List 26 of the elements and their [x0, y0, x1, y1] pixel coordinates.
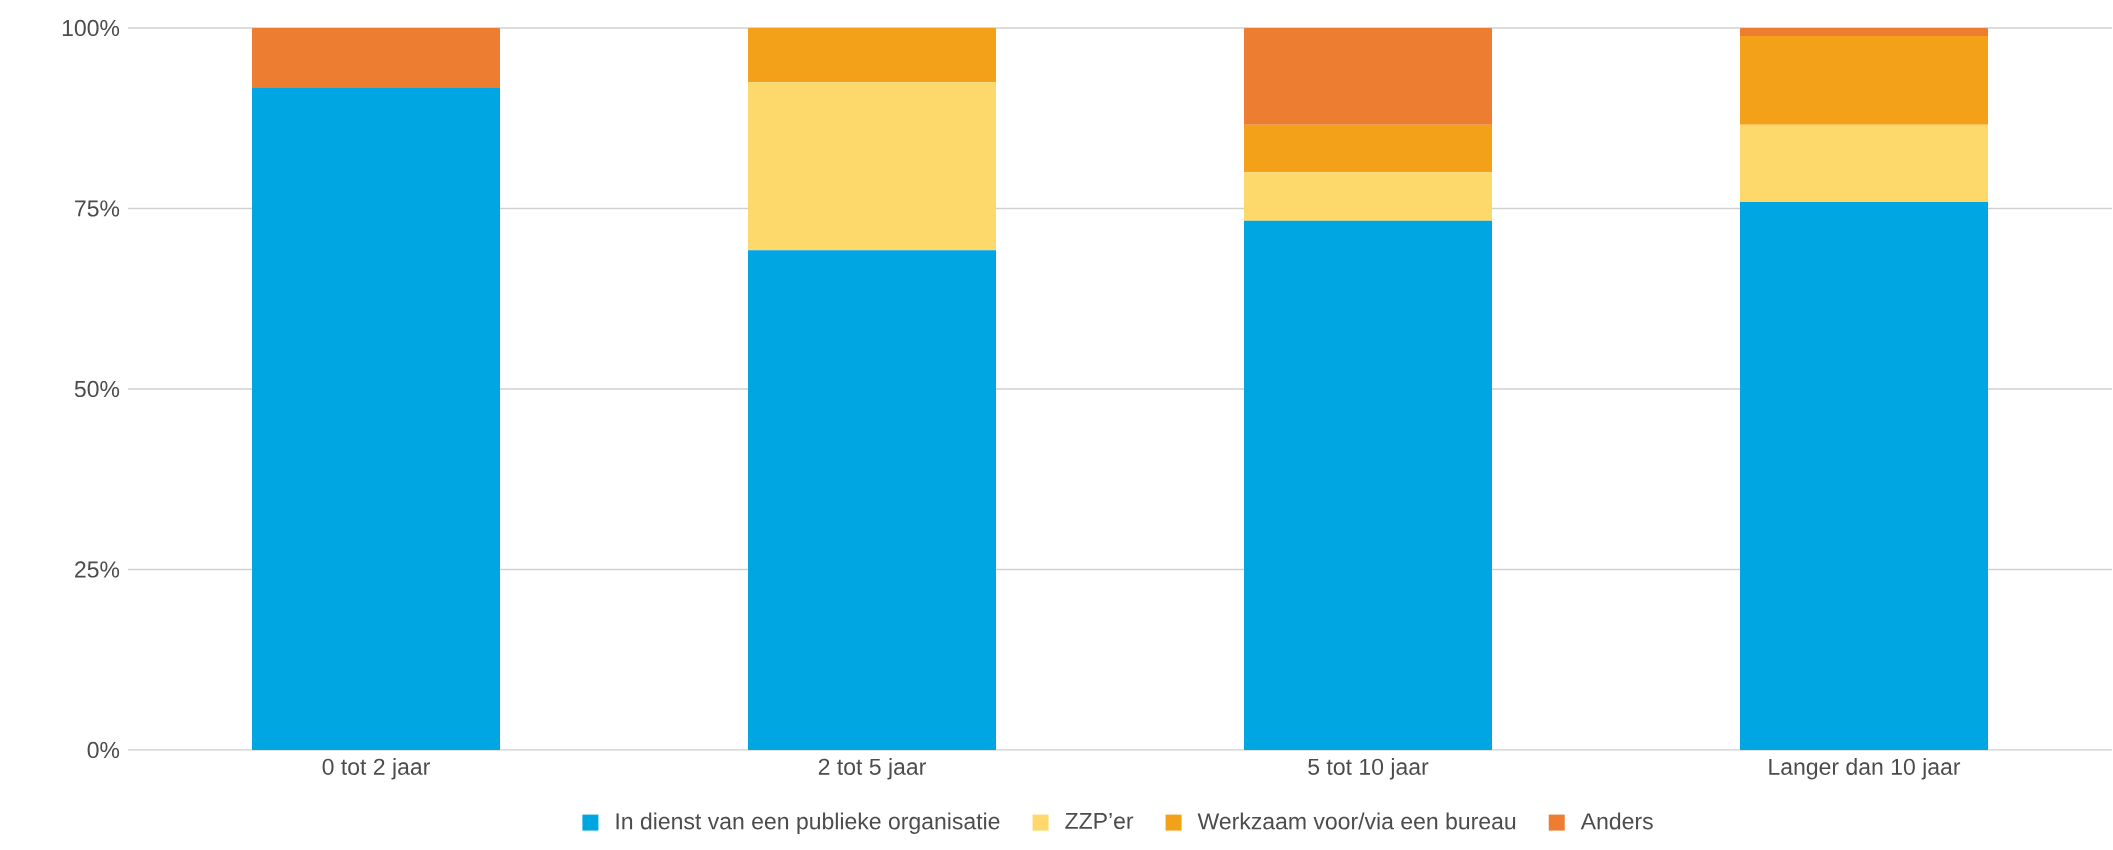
bar	[1740, 27, 1989, 36]
y-tick-label: 25%	[75, 561, 120, 578]
legend-label: In dienst van een publieke organisatie	[616, 812, 1000, 834]
x-tick-label: Langer dan 10 jaar	[1769, 758, 1961, 780]
bar	[1740, 201, 1989, 750]
bar	[748, 27, 997, 83]
legend-label: Werkzaam voor/via een bureau	[1197, 812, 1516, 830]
legend-label: ZZP’er	[1065, 812, 1134, 829]
bar	[252, 87, 501, 750]
x-tick-label: 0 tot 2 jaar	[322, 758, 430, 780]
legend-label: Anders	[1580, 812, 1653, 830]
bar	[748, 82, 997, 251]
y-tick-label: 50%	[74, 380, 120, 398]
bar	[252, 27, 501, 88]
bar	[1244, 124, 1493, 173]
bar	[1244, 220, 1493, 750]
x-tick-label: 2 tot 5 jaar	[818, 758, 926, 780]
y-tick-label: 100%	[62, 19, 120, 37]
y-tick-label: 0%	[87, 741, 120, 759]
x-tick-label: 5 tot 10 jaar	[1308, 758, 1429, 780]
bar	[1244, 27, 1493, 125]
bar	[1740, 124, 1989, 202]
bar	[1244, 172, 1493, 221]
y-tick-label: 75%	[75, 200, 120, 217]
bar	[748, 250, 997, 750]
bar	[1740, 35, 1989, 125]
